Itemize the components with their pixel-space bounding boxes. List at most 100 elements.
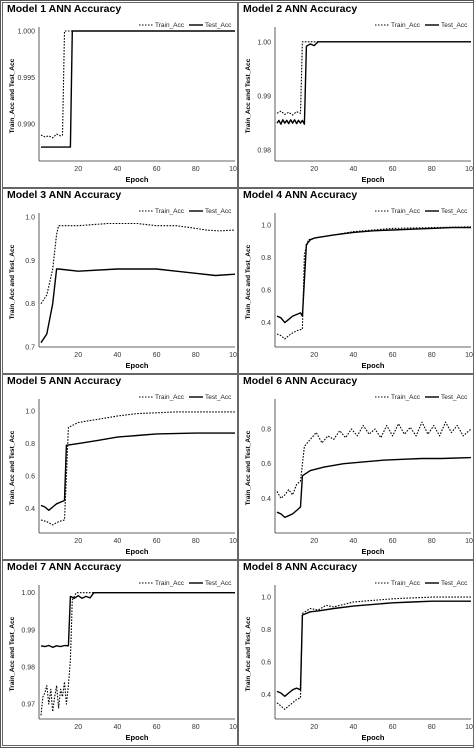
chart-title: Model 5 ANN Accuracy <box>7 375 122 387</box>
y-tick-label: 0.4 <box>261 496 271 503</box>
legend-label-test: Test_Acc <box>205 208 232 215</box>
x-tick-label: 40 <box>114 166 122 173</box>
y-tick-label: 0.4 <box>261 692 271 699</box>
x-tick-label: 100 <box>229 352 238 359</box>
y-axis-title: Train_Acc and Test_Acc <box>9 616 16 691</box>
y-tick-label: 0.99 <box>257 94 271 101</box>
x-tick-label: 20 <box>74 352 82 359</box>
x-tick-label: 80 <box>428 724 436 731</box>
y-tick-label: 0.8 <box>261 627 271 634</box>
legend-label-train: Train_Acc <box>391 22 421 29</box>
chart-panel-4: Model 4 ANN Accuracy 1.0 0.8 0.6 0.4 20 40 60 80… <box>238 188 474 374</box>
chart-panel-1: Model 1 ANN Accuracy 1.000 0.995 0.990 20 40 6… <box>2 2 238 188</box>
x-tick-label: 80 <box>428 166 436 173</box>
legend-label-test: Test_Acc <box>441 580 468 587</box>
series-line-test <box>40 432 235 511</box>
y-tick-label: 0.990 <box>17 121 35 128</box>
y-tick-label: 0.4 <box>25 506 35 513</box>
chart-title: Model 1 ANN Accuracy <box>7 3 122 15</box>
x-axis-title: Epoch <box>362 733 385 742</box>
legend-label-test: Test_Acc <box>441 394 468 401</box>
legend-label-test: Test_Acc <box>205 22 232 29</box>
legend-label-test: Test_Acc <box>205 580 232 587</box>
series-line-train <box>40 411 235 526</box>
y-tick-label: 0.8 <box>261 427 271 434</box>
y-tick-label: 0.9 <box>25 258 35 265</box>
series-line-train <box>276 596 471 710</box>
chart-panel-2: Model 2 ANN Accuracy 1.00 0.99 0.98 20 40 60 80… <box>238 2 474 188</box>
series-line-train <box>40 30 235 139</box>
x-tick-label: 100 <box>229 538 238 545</box>
x-tick-label: 40 <box>114 724 122 731</box>
chart-svg: 1.0 0.9 0.8 0.7 20 40 60 80 100 Epoch Train_Acc an… <box>9 208 238 370</box>
y-tick-label: 1.00 <box>257 39 271 46</box>
x-tick-label: 40 <box>350 352 358 359</box>
y-axis-title: Train_Acc and Test_Acc <box>245 58 252 133</box>
y-tick-label: 1.0 <box>25 409 35 416</box>
chart-panel-3: Model 3 ANN Accuracy 1.0 0.9 0.8 0.7 20 40 60 80… <box>2 188 238 374</box>
chart-panel-8: Model 8 ANN Accuracy 1.0 0.8 0.6 0.4 20 40 60 80… <box>238 560 474 746</box>
y-axis-title: Train_Acc and Test_Acc <box>9 244 16 319</box>
legend-label-test: Test_Acc <box>441 22 468 29</box>
legend-label-train: Train_Acc <box>155 580 185 587</box>
x-tick-label: 20 <box>310 352 318 359</box>
chart-svg: 0.8 0.6 0.4 20 40 60 80 100 Epoch Train_Acc and T… <box>245 394 474 556</box>
y-tick-label: 0.4 <box>261 320 271 327</box>
series-line-test <box>276 456 472 519</box>
x-axis-title: Epoch <box>362 361 385 370</box>
x-tick-label: 100 <box>229 724 238 731</box>
x-tick-label: 60 <box>389 352 397 359</box>
legend-label-train: Train_Acc <box>391 394 421 401</box>
x-tick-label: 40 <box>114 538 122 545</box>
y-tick-label: 0.8 <box>25 441 35 448</box>
y-tick-label: 0.8 <box>261 255 271 262</box>
chart-svg: 1.000 0.995 0.990 20 40 60 80 100 Epoch Train_Acc… <box>9 22 238 184</box>
y-tick-label: 0.98 <box>21 665 35 672</box>
legend-label-train: Train_Acc <box>391 580 421 587</box>
y-tick-label: 0.7 <box>25 345 35 352</box>
chart-title: Model 7 ANN Accuracy <box>7 561 122 573</box>
y-tick-label: 1.0 <box>25 215 35 222</box>
y-tick-label: 0.995 <box>17 75 35 82</box>
x-axis-title: Epoch <box>362 175 385 184</box>
x-axis-title: Epoch <box>126 733 149 742</box>
legend-label-train: Train_Acc <box>155 394 185 401</box>
x-tick-label: 60 <box>389 166 397 173</box>
x-tick-label: 20 <box>310 538 318 545</box>
series-line-train <box>276 421 472 499</box>
y-tick-label: 0.6 <box>261 288 271 295</box>
x-tick-label: 60 <box>153 166 161 173</box>
x-tick-label: 20 <box>310 166 318 173</box>
series-line-test <box>40 268 236 344</box>
series-line-test <box>40 592 235 648</box>
y-tick-label: 1.0 <box>261 595 271 602</box>
chart-title: Model 3 ANN Accuracy <box>7 189 122 201</box>
chart-svg: 1.00 0.99 0.98 0.97 20 40 60 80 100 Epoch Train_Ac… <box>9 580 238 742</box>
y-tick-label: 0.6 <box>261 660 271 667</box>
x-tick-label: 100 <box>465 538 474 545</box>
chart-panel-7: Model 7 ANN Accuracy 1.00 0.99 0.98 0.97 20 40… <box>2 560 238 746</box>
y-tick-label: 0.98 <box>257 148 271 155</box>
y-tick-label: 0.97 <box>21 702 35 709</box>
x-tick-label: 100 <box>465 166 474 173</box>
x-axis-title: Epoch <box>126 361 149 370</box>
series-line-test <box>276 226 471 324</box>
x-tick-label: 100 <box>229 166 238 173</box>
x-axis-title: Epoch <box>126 547 149 556</box>
y-axis-title: Train_Acc and Test_Acc <box>245 616 252 691</box>
y-tick-label: 0.99 <box>21 627 35 634</box>
y-tick-label: 1.0 <box>261 223 271 230</box>
x-tick-label: 60 <box>153 538 161 545</box>
chart-svg: 1.0 0.8 0.6 0.4 20 40 60 80 100 Epoch Train_Acc an… <box>9 394 238 556</box>
y-axis-title: Train_Acc and Test_Acc <box>9 430 16 505</box>
y-tick-label: 0.6 <box>261 461 271 468</box>
y-tick-label: 1.00 <box>21 590 35 597</box>
x-tick-label: 60 <box>389 538 397 545</box>
x-tick-label: 80 <box>192 352 200 359</box>
x-axis-title: Epoch <box>362 547 385 556</box>
x-tick-label: 80 <box>192 166 200 173</box>
x-tick-label: 40 <box>350 538 358 545</box>
legend-label-train: Train_Acc <box>155 22 185 29</box>
x-tick-label: 80 <box>428 538 436 545</box>
x-tick-label: 80 <box>428 352 436 359</box>
